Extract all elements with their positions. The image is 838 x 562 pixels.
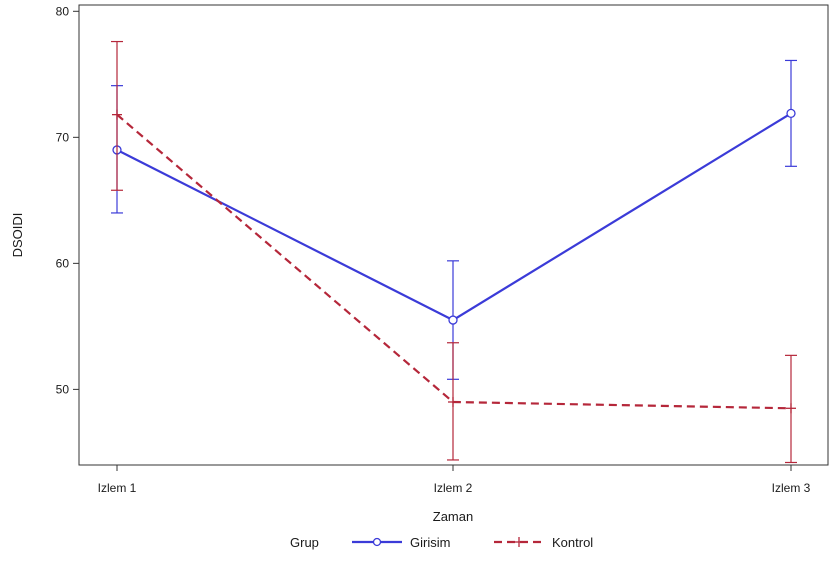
- data-point: [112, 109, 122, 120]
- data-point: [786, 108, 796, 119]
- legend-item-kontrol: Kontrol: [494, 535, 593, 550]
- series-layer: [111, 40, 797, 464]
- x-tick-label: Izlem 2: [434, 481, 473, 495]
- x-axis: Izlem 1 Izlem 2 Izlem 3: [98, 465, 811, 495]
- legend: Grup Girisim Kontrol: [290, 535, 593, 550]
- data-point: [786, 403, 796, 414]
- data-point: [448, 315, 458, 325]
- y-tick-label: 80: [56, 4, 70, 18]
- x-tick-label: Izlem 3: [772, 481, 811, 495]
- x-axis-label: Zaman: [433, 509, 473, 524]
- y-axis: 50 60 70 80: [56, 4, 79, 396]
- y-tick-label: 60: [56, 256, 70, 270]
- y-axis-label: DSOIDI: [10, 213, 25, 258]
- legend-label-girisim: Girisim: [410, 535, 450, 550]
- data-point: [448, 396, 458, 407]
- y-tick-label: 70: [56, 130, 70, 144]
- legend-item-girisim: Girisim: [352, 535, 450, 550]
- series-girisim: [111, 59, 797, 380]
- series-kontrol: [111, 40, 797, 464]
- legend-marker: [372, 537, 382, 547]
- y-tick-label: 50: [56, 382, 70, 396]
- legend-title: Grup: [290, 535, 319, 550]
- x-tick-label: Izlem 1: [98, 481, 137, 495]
- legend-label-kontrol: Kontrol: [552, 535, 593, 550]
